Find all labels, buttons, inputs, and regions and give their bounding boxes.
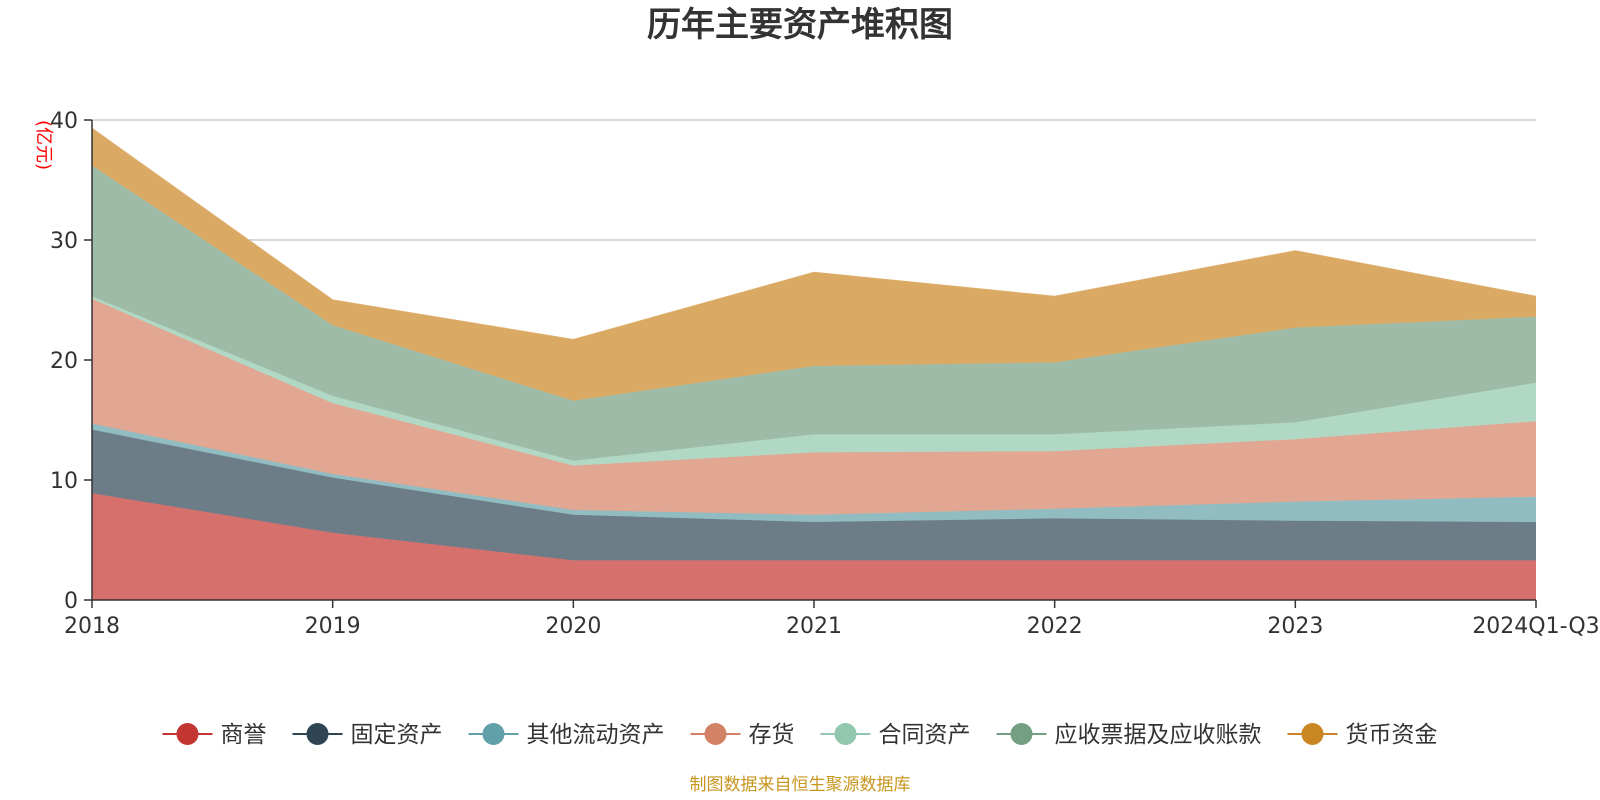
legend-label: 存货 xyxy=(749,722,795,748)
x-tick-label: 2020 xyxy=(545,614,601,639)
legend-item-2[interactable]: 固定资产 xyxy=(292,722,443,748)
area-series-3 xyxy=(92,423,1536,522)
y-tick-label: 20 xyxy=(50,349,78,374)
legend-marker-dot xyxy=(176,723,199,745)
legend-marker-dot xyxy=(306,723,329,745)
legend-marker-dot xyxy=(1301,723,1324,745)
x-tick-label: 2024Q1-Q3 xyxy=(1472,614,1599,639)
legend-item-3[interactable]: 其他流动资产 xyxy=(468,722,665,748)
legend-label: 其他流动资产 xyxy=(527,722,665,748)
area-series-1 xyxy=(92,493,1536,600)
area-series-2 xyxy=(92,429,1536,561)
legend-marker-dot xyxy=(704,723,727,745)
legend-item-6[interactable]: 应收票据及应收账款 xyxy=(996,722,1262,748)
legend-label: 商誉 xyxy=(221,722,267,748)
x-tick-label: 2021 xyxy=(786,614,842,639)
x-tick-label: 2018 xyxy=(64,614,120,639)
y-tick-label: 0 xyxy=(64,589,78,614)
area-series-6 xyxy=(92,165,1536,461)
y-tick-label: 30 xyxy=(50,229,78,254)
y-tick-label: 40 xyxy=(50,109,78,134)
legend-label: 货币资金 xyxy=(1346,722,1438,748)
axes: 0 10 20 30 40 2018 2019 2020 2021 2022 2023 2024Q1-… xyxy=(50,109,1600,639)
y-tick-label: 10 xyxy=(50,469,78,494)
legend-marker-dot xyxy=(1010,723,1033,745)
legend-item-5[interactable]: 合同资产 xyxy=(820,722,971,748)
area-series-4 xyxy=(92,298,1536,515)
x-tick-label: 2022 xyxy=(1027,614,1083,639)
legend: 商誉 固定资产 其他流动资产 存货 合同资产 应收票据及应收账款 货币资金 xyxy=(162,722,1438,748)
legend-item-4[interactable]: 存货 xyxy=(690,722,795,748)
legend-item-1[interactable]: 商誉 xyxy=(162,722,267,748)
area-series-7 xyxy=(92,128,1536,401)
chart-title: 历年主要资产堆积图 xyxy=(647,5,953,45)
legend-label: 固定资产 xyxy=(351,722,443,748)
legend-label: 应收票据及应收账款 xyxy=(1055,722,1262,748)
x-tick-label: 2019 xyxy=(305,614,361,639)
area-series-group xyxy=(91,127,1537,600)
source-note: 制图数据来自恒生聚源数据库 xyxy=(690,775,911,795)
legend-marker-dot xyxy=(834,723,857,745)
y-unit-label: (亿元) xyxy=(33,120,54,170)
area-edge-series-7 xyxy=(91,127,1537,341)
legend-label: 合同资产 xyxy=(879,722,971,748)
legend-marker-dot xyxy=(482,723,505,745)
x-tick-label: 2023 xyxy=(1267,614,1323,639)
legend-item-7[interactable]: 货币资金 xyxy=(1287,722,1438,748)
